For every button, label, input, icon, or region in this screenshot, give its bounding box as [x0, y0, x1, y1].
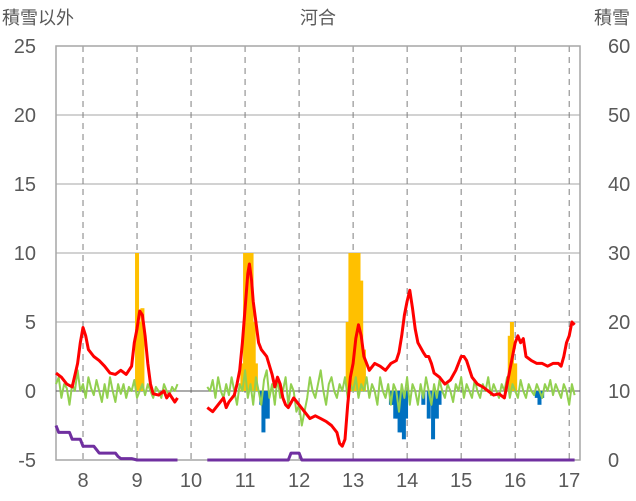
- right-tick-label: 10: [608, 381, 630, 403]
- x-tick-label: 13: [342, 470, 364, 492]
- snow-line: [54, 424, 575, 462]
- left-tick-label: 10: [14, 243, 36, 265]
- neg_bars-bar: [401, 391, 406, 440]
- neg_bars-bar: [393, 391, 398, 419]
- x-tick-label: 11: [235, 470, 256, 492]
- x-tick-label: 15: [450, 470, 472, 492]
- x-tick-label: 17: [558, 470, 580, 492]
- precip-bar: [356, 253, 361, 391]
- right-tick-label: 40: [608, 174, 630, 196]
- neg_bars-bar: [437, 391, 442, 405]
- neg_bars-bar: [431, 391, 436, 440]
- left-tick-label: 20: [14, 105, 36, 127]
- neg_bars-bar: [404, 391, 409, 419]
- right-tick-label: 0: [608, 450, 619, 472]
- neg_bars-bar: [261, 391, 266, 433]
- precip-bar: [251, 322, 256, 391]
- left-tick-label: 0: [25, 381, 36, 403]
- neg_bars-bar: [263, 391, 268, 419]
- precip-bar: [361, 349, 366, 391]
- precip-bar: [513, 363, 518, 391]
- precip-bar: [353, 253, 358, 391]
- left-tick-label: 15: [14, 174, 36, 196]
- precip-bar: [249, 253, 254, 391]
- right-tick-label: 60: [608, 36, 630, 58]
- left-tick-label: -5: [18, 450, 36, 472]
- precip-bar: [140, 308, 145, 391]
- neg_bars-bar: [537, 391, 542, 405]
- precip-bar: [345, 322, 350, 391]
- neg_bars-bar: [399, 391, 404, 433]
- precip-bar: [348, 253, 353, 391]
- precip-bar: [245, 253, 250, 391]
- x-tick-label: 12: [288, 470, 310, 492]
- right-tick-label: 30: [608, 243, 630, 265]
- x-tick-label: 14: [396, 470, 418, 492]
- x-tick-label: 16: [504, 470, 526, 492]
- precip-bar: [240, 363, 245, 391]
- neg_bars-bar: [265, 391, 270, 419]
- x-tick-label: 10: [180, 470, 202, 492]
- precip-bar: [351, 253, 356, 391]
- right-tick-label: 50: [608, 105, 630, 127]
- chart-title: 河合: [300, 8, 336, 28]
- neg_bars-bar: [434, 391, 439, 419]
- right-axis-title: 積雪: [594, 8, 630, 28]
- right-tick-label: 20: [608, 312, 630, 334]
- wind-line: [55, 369, 576, 427]
- temperature-line: [55, 262, 576, 448]
- neg_bars-bar: [426, 391, 431, 419]
- neg_bars-bar: [534, 391, 539, 398]
- left-axis-title: 積雪以外: [2, 8, 74, 28]
- x-tick-label: 9: [131, 470, 142, 492]
- x-tick-label: 8: [77, 470, 88, 492]
- precip-bar: [247, 253, 252, 391]
- neg_bars-bar: [391, 391, 396, 405]
- left-tick-label: 25: [14, 36, 36, 58]
- left-tick-label: 5: [25, 312, 36, 334]
